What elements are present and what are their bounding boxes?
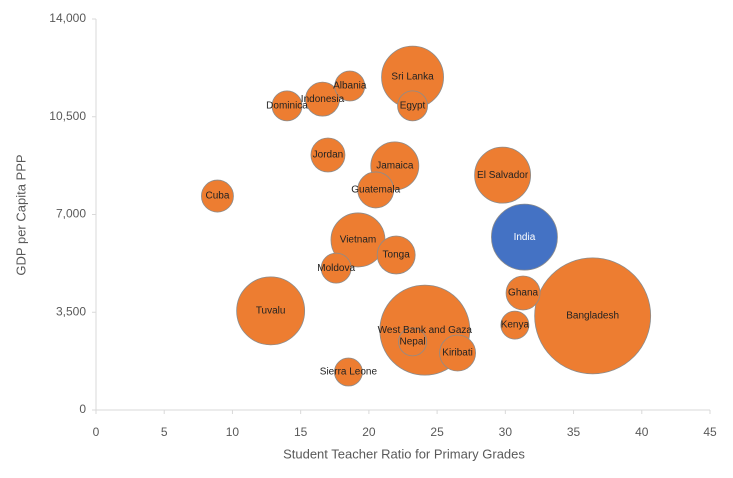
x-tick-label: 20 [362, 425, 376, 439]
bubble-label: Sri Lanka [391, 72, 434, 83]
bubble-label: Ghana [508, 288, 538, 299]
y-tick-label: 3,500 [56, 304, 86, 318]
bubble [334, 70, 366, 102]
bubble [491, 203, 558, 271]
bubble [201, 179, 234, 213]
bubble-label: Guatemala [351, 185, 400, 196]
bubble-label: Vietnam [340, 235, 377, 246]
x-tick-label: 15 [294, 425, 308, 439]
y-tick-label: 14,000 [49, 11, 86, 25]
bubble-label: Bangladesh [566, 311, 619, 322]
x-axis-title: Student Teacher Ratio for Primary Grades [283, 446, 525, 461]
x-tick-label: 40 [635, 425, 649, 439]
y-tick-label: 10,500 [49, 109, 86, 123]
x-tick-label: 0 [93, 425, 100, 439]
bubble [439, 334, 476, 372]
x-tick-label: 5 [161, 425, 168, 439]
x-tick-label: 10 [226, 425, 240, 439]
bubble-label: Tonga [383, 250, 411, 261]
bubble-label: Egypt [400, 100, 426, 111]
bubble-label: West Bank and Gaza [378, 325, 473, 336]
x-tick-label: 25 [430, 425, 444, 439]
bubble [534, 257, 652, 375]
bubble-label: Jordan [313, 150, 344, 161]
bubble-label: Kiribati [442, 348, 473, 359]
bubble [310, 137, 346, 173]
bubble-label: Nepal [399, 336, 425, 347]
bubble [376, 235, 416, 275]
bubble-label: India [514, 232, 536, 243]
bubble-label: Indonesia [301, 94, 345, 105]
bubble [505, 275, 541, 311]
bubble-label: Jamaica [376, 161, 414, 172]
bubble [474, 146, 532, 204]
x-tick-label: 45 [703, 425, 717, 439]
bubble-label: Kenya [501, 320, 530, 331]
x-tick-label: 35 [567, 425, 581, 439]
y-tick-label: 7,000 [56, 207, 86, 221]
y-tick-label: 0 [79, 402, 86, 416]
bubble [398, 327, 427, 357]
bubble [334, 357, 363, 387]
bubble-label: Dominica [266, 100, 308, 111]
bubble-label: Moldova [317, 263, 355, 274]
bubble-label: Tuvalu [256, 305, 286, 316]
bubble-label: Sierra Leone [320, 367, 378, 378]
bubble-label: Cuba [205, 191, 229, 202]
x-tick-label: 30 [499, 425, 513, 439]
bubble [320, 252, 352, 284]
bubble [271, 90, 303, 122]
bubble [357, 171, 395, 209]
bubble [305, 81, 340, 117]
bubble [500, 310, 530, 340]
bubble [236, 276, 306, 346]
bubble [397, 90, 428, 122]
bubble-label: Albania [333, 81, 367, 92]
y-axis-title: GDP per Capita PPP [13, 154, 28, 275]
bubble-label: El Salvador [477, 170, 529, 181]
